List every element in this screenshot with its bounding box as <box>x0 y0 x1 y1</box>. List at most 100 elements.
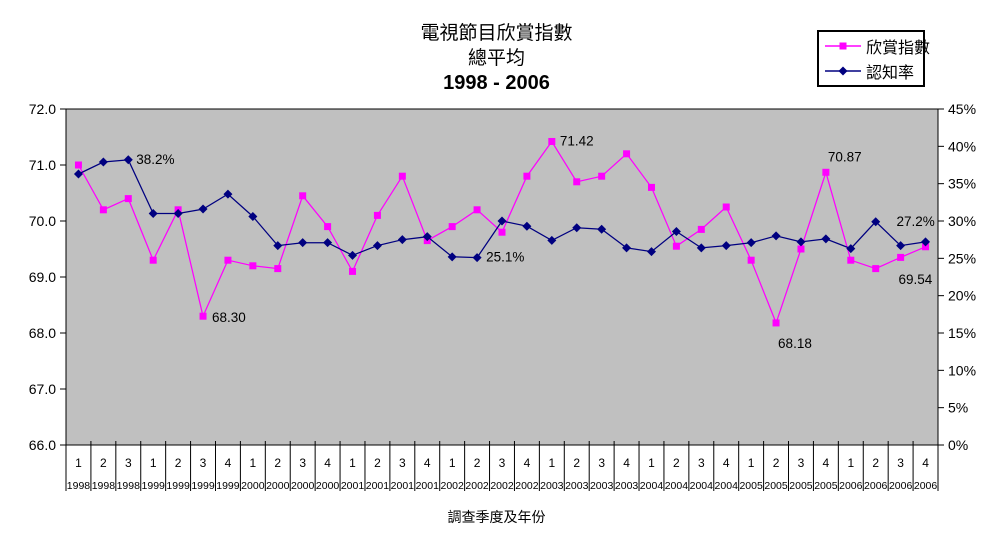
year-label: 2006 <box>889 480 913 492</box>
appreciation-marker <box>249 262 257 270</box>
year-label: 2006 <box>864 480 888 492</box>
diamond-marker-icon <box>825 66 861 76</box>
quarter-label: 1 <box>150 456 157 470</box>
appreciation-marker <box>797 245 805 253</box>
year-label: 2003 <box>565 480 589 492</box>
appreciation-marker <box>124 195 132 203</box>
quarter-label: 4 <box>424 456 431 470</box>
chart-title-years: 1998 - 2006 <box>443 72 550 94</box>
year-label: 1998 <box>67 480 91 492</box>
square-marker-icon <box>825 42 861 50</box>
chart-title-line1: 電視節目欣賞指數 <box>420 23 573 44</box>
awareness-marker <box>896 241 906 251</box>
right-axis-label: 15% <box>948 325 976 341</box>
awareness-marker <box>846 244 856 254</box>
appreciation-marker <box>99 206 107 214</box>
legend-item-appreciation: 欣賞指數 <box>824 34 930 58</box>
left-axis-label: 69.0 <box>29 269 56 285</box>
appreciation-marker <box>299 192 307 200</box>
legend: 欣賞指數 認知率 <box>817 30 930 87</box>
x-axis-title: 調查季度及年份 <box>447 509 546 525</box>
year-label: 2004 <box>640 480 664 492</box>
data-label: 27.2% <box>897 214 935 229</box>
year-label: 1999 <box>166 480 190 492</box>
awareness-marker <box>422 232 432 242</box>
right-axis-label: 0% <box>948 437 968 453</box>
appreciation-marker <box>74 161 82 169</box>
awareness-marker <box>622 243 632 253</box>
legend-marker-awareness <box>838 66 848 76</box>
data-label: 68.30 <box>212 310 246 325</box>
appreciation-marker <box>199 312 207 320</box>
data-label: 38.2% <box>136 152 174 167</box>
quarter-label: 1 <box>548 456 555 470</box>
appreciation-marker <box>498 228 506 236</box>
appreciation-marker <box>623 150 631 158</box>
year-label: 2000 <box>291 480 315 492</box>
quarter-label: 1 <box>250 456 257 470</box>
appreciation-marker <box>822 168 830 176</box>
right-axis-label: 20% <box>948 288 976 304</box>
quarter-label: 1 <box>847 456 854 470</box>
awareness-marker <box>447 252 457 262</box>
left-axis-label: 72.0 <box>29 101 56 117</box>
year-label: 2003 <box>615 480 639 492</box>
awareness-marker <box>746 238 756 248</box>
awareness-marker <box>372 241 382 251</box>
awareness-marker <box>497 216 507 226</box>
quarter-label: 4 <box>524 456 531 470</box>
legend-marker-appreciation <box>839 42 847 50</box>
year-label: 2002 <box>490 480 514 492</box>
awareness-marker <box>98 157 108 167</box>
year-label: 2003 <box>590 480 614 492</box>
awareness-marker <box>696 243 706 253</box>
awareness-marker <box>123 155 133 165</box>
appreciation-marker <box>523 172 531 180</box>
appreciation-marker <box>373 211 381 219</box>
awareness-marker <box>871 217 881 227</box>
quarter-label: 3 <box>125 456 132 470</box>
quarter-label: 4 <box>723 456 730 470</box>
year-label: 1999 <box>142 480 166 492</box>
year-label: 2006 <box>839 480 863 492</box>
year-label: 2004 <box>690 480 714 492</box>
year-label: 2006 <box>914 480 938 492</box>
appreciation-marker <box>647 183 655 191</box>
right-axis-label: 40% <box>948 138 976 154</box>
year-label: 2001 <box>341 480 365 492</box>
appreciation-marker <box>573 178 581 186</box>
appreciation-marker <box>922 243 930 251</box>
awareness-marker <box>921 237 931 247</box>
chart-title-line2: 總平均 <box>467 48 525 69</box>
year-label: 2002 <box>515 480 539 492</box>
awareness-marker <box>298 238 308 248</box>
right-axis-label: 35% <box>948 176 976 192</box>
right-axis-label: 25% <box>948 250 976 266</box>
year-label: 1999 <box>216 480 240 492</box>
quarter-label: 2 <box>274 456 281 470</box>
awareness-marker <box>323 238 333 248</box>
year-label: 2005 <box>764 480 788 492</box>
awareness-marker <box>173 209 183 219</box>
left-axis-label: 70.0 <box>29 213 56 229</box>
appreciation-marker <box>697 225 705 233</box>
quarter-label: 2 <box>872 456 879 470</box>
quarter-label: 4 <box>225 456 232 470</box>
awareness-marker <box>771 231 781 241</box>
data-label: 25.1% <box>486 250 524 265</box>
appreciation-marker <box>473 206 481 214</box>
quarter-label: 3 <box>200 456 207 470</box>
appreciation-marker <box>398 172 406 180</box>
quarter-label: 3 <box>897 456 904 470</box>
awareness-marker <box>73 169 83 179</box>
year-label: 1999 <box>191 480 215 492</box>
awareness-marker <box>348 250 358 260</box>
appreciation-marker <box>349 267 357 275</box>
right-axis-label: 45% <box>948 101 976 117</box>
appreciation-marker <box>324 223 332 231</box>
quarter-label: 1 <box>75 456 82 470</box>
awareness-marker <box>198 204 208 214</box>
quarter-label: 1 <box>748 456 755 470</box>
awareness-marker <box>223 189 233 199</box>
